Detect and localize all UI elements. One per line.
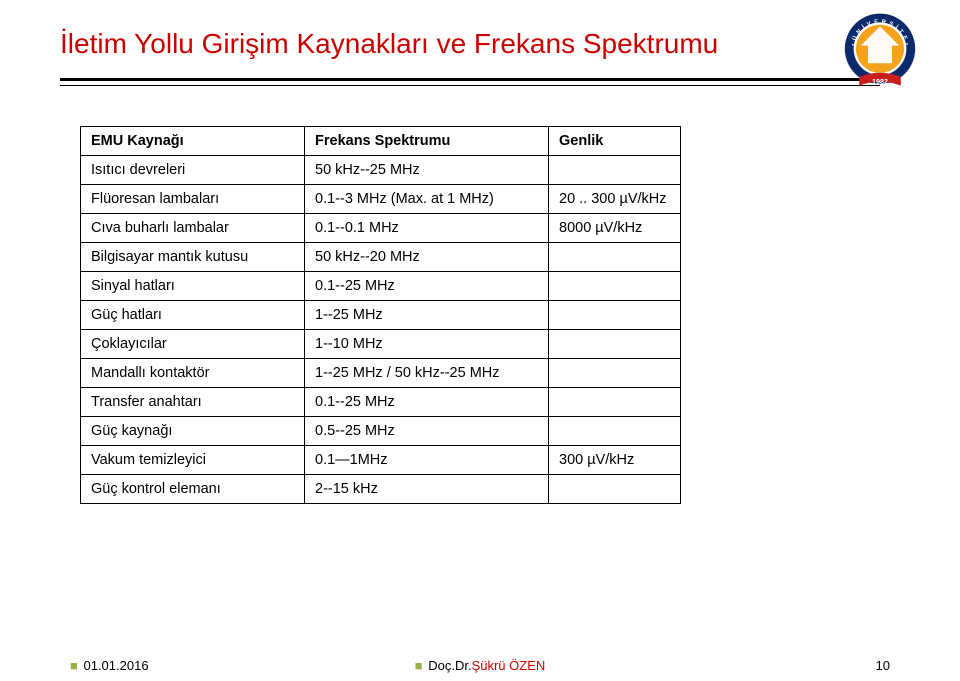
table-row: Güç kaynağı0.5--25 MHz xyxy=(81,417,681,446)
cell-source: Çoklayıcılar xyxy=(81,330,305,359)
emu-sources-table: EMU Kaynağı Frekans Spektrumu Genlik Isı… xyxy=(80,126,681,504)
cell-source: Güç kontrol elemanı xyxy=(81,475,305,504)
table-row: Mandallı kontaktör1--25 MHz / 50 kHz--25… xyxy=(81,359,681,388)
cell-amplitude xyxy=(549,359,681,388)
author-name: Şükrü ÖZEN xyxy=(472,658,546,673)
cell-spectrum: 0.5--25 MHz xyxy=(305,417,549,446)
cell-amplitude xyxy=(549,243,681,272)
cell-spectrum: 2--15 kHz xyxy=(305,475,549,504)
footer-author: ■ Doç.Dr.Şükrü ÖZEN xyxy=(415,658,546,673)
cell-spectrum: 1--25 MHz / 50 kHz--25 MHz xyxy=(305,359,549,388)
title-underline-thick xyxy=(60,78,880,81)
cell-source: Flüoresan lambaları xyxy=(81,185,305,214)
table-body: Isıtıcı devreleri50 kHz--25 MHz Flüoresa… xyxy=(81,156,681,504)
table-row: Güç hatları1--25 MHz xyxy=(81,301,681,330)
cell-source: Cıva buharlı lambalar xyxy=(81,214,305,243)
cell-spectrum: 0.1—1MHz xyxy=(305,446,549,475)
table-row: Cıva buharlı lambalar0.1--0.1 MHz8000 µV… xyxy=(81,214,681,243)
title-underline-thin xyxy=(60,85,880,86)
cell-source: Bilgisayar mantık kutusu xyxy=(81,243,305,272)
table-row: Bilgisayar mantık kutusu50 kHz--20 MHz xyxy=(81,243,681,272)
cell-source: Transfer anahtarı xyxy=(81,388,305,417)
cell-spectrum: 0.1--25 MHz xyxy=(305,388,549,417)
table-row: Isıtıcı devreleri50 kHz--25 MHz xyxy=(81,156,681,185)
footer-date-text: 01.01.2016 xyxy=(83,658,148,673)
cell-amplitude xyxy=(549,475,681,504)
slide-title: İletim Yollu Girişim Kaynakları ve Freka… xyxy=(60,28,900,60)
table-container: EMU Kaynağı Frekans Spektrumu Genlik Isı… xyxy=(80,126,900,504)
footer-date: ■ 01.01.2016 xyxy=(70,658,149,673)
cell-source: Vakum temizleyici xyxy=(81,446,305,475)
table-row: Transfer anahtarı0.1--25 MHz xyxy=(81,388,681,417)
table-row: Çoklayıcılar1--10 MHz xyxy=(81,330,681,359)
cell-spectrum: 50 kHz--20 MHz xyxy=(305,243,549,272)
col-header-spectrum: Frekans Spektrumu xyxy=(305,127,549,156)
cell-source: Güç hatları xyxy=(81,301,305,330)
cell-source: Isıtıcı devreleri xyxy=(81,156,305,185)
cell-spectrum: 1--25 MHz xyxy=(305,301,549,330)
cell-amplitude xyxy=(549,330,681,359)
cell-spectrum: 0.1--0.1 MHz xyxy=(305,214,549,243)
slide: 1982 • Ü N İ V E R S İ T E • İletim Yoll… xyxy=(0,0,960,681)
cell-spectrum: 1--10 MHz xyxy=(305,330,549,359)
author-prefix: Doç.Dr. xyxy=(428,658,471,673)
bullet-icon: ■ xyxy=(70,658,78,673)
cell-spectrum: 50 kHz--25 MHz xyxy=(305,156,549,185)
cell-amplitude: 300 µV/kHz xyxy=(549,446,681,475)
cell-amplitude xyxy=(549,417,681,446)
bullet-icon: ■ xyxy=(415,658,423,673)
col-header-amplitude: Genlik xyxy=(549,127,681,156)
svg-text:1982: 1982 xyxy=(872,77,888,86)
cell-amplitude: 8000 µV/kHz xyxy=(549,214,681,243)
cell-source: Sinyal hatları xyxy=(81,272,305,301)
table-row: Vakum temizleyici0.1—1MHz300 µV/kHz xyxy=(81,446,681,475)
cell-source: Mandallı kontaktör xyxy=(81,359,305,388)
cell-amplitude xyxy=(549,156,681,185)
university-logo: 1982 • Ü N İ V E R S İ T E • xyxy=(840,12,920,92)
table-row: Sinyal hatları0.1--25 MHz xyxy=(81,272,681,301)
cell-amplitude xyxy=(549,272,681,301)
table-row: Flüoresan lambaları0.1--3 MHz (Max. at 1… xyxy=(81,185,681,214)
cell-source: Güç kaynağı xyxy=(81,417,305,446)
cell-amplitude: 20 .. 300 µV/kHz xyxy=(549,185,681,214)
cell-spectrum: 0.1--25 MHz xyxy=(305,272,549,301)
footer-page-number: 10 xyxy=(876,658,890,673)
cell-spectrum: 0.1--3 MHz (Max. at 1 MHz) xyxy=(305,185,549,214)
cell-amplitude xyxy=(549,388,681,417)
col-header-source: EMU Kaynağı xyxy=(81,127,305,156)
table-header-row: EMU Kaynağı Frekans Spektrumu Genlik xyxy=(81,127,681,156)
cell-amplitude xyxy=(549,301,681,330)
table-row: Güç kontrol elemanı2--15 kHz xyxy=(81,475,681,504)
